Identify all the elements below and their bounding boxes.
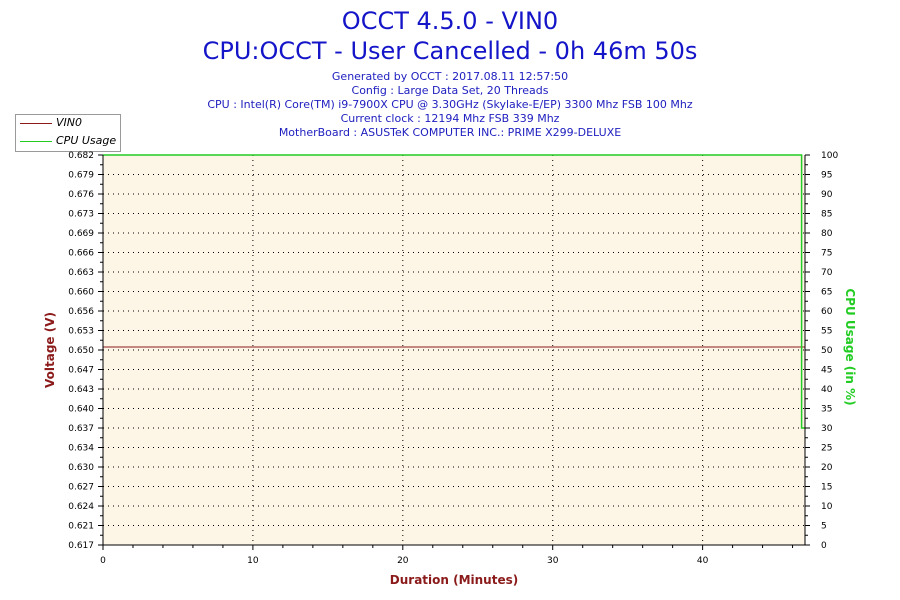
series-line-cpu-usage (103, 154, 805, 429)
chart-title: OCCT 4.5.0 - VIN0 (341, 7, 559, 35)
y2-tick-label: 45 (821, 366, 832, 376)
y2-tick-label: 35 (821, 405, 832, 415)
info-motherboard: MotherBoard : ASUSTeK COMPUTER INC.: PRI… (278, 126, 622, 139)
y2-axis-label: CPU Usage (in %) (843, 288, 857, 405)
x-tick-label: 0 (100, 556, 106, 566)
legend-item-cpu-usage: CPU Usage (16, 133, 120, 150)
x-tick-label: 40 (697, 556, 709, 566)
legend-item-vin0: VIN0 (16, 115, 120, 132)
y-tick-label: 0.617 (68, 541, 94, 551)
y2-tick-label: 20 (821, 463, 833, 473)
y-tick-label: 0.666 (68, 249, 94, 259)
y-tick-label: 0.669 (68, 229, 94, 239)
y2-tick-label: 80 (821, 229, 833, 239)
y2-tick-label: 25 (821, 444, 832, 454)
y2-tick-label: 75 (821, 249, 832, 259)
y2-tick-label: 30 (821, 424, 833, 434)
x-tick-label: 10 (247, 556, 259, 566)
y-axis-label: Voltage (V) (43, 312, 57, 388)
y2-tick-label: 5 (821, 522, 827, 532)
y2-tick-label: 10 (821, 502, 833, 512)
y-tick-label: 0.656 (68, 307, 94, 317)
y-tick-label: 0.627 (68, 483, 94, 493)
y-tick-label: 0.682 (68, 151, 94, 161)
y-tick-label: 0.637 (68, 424, 94, 434)
y-tick-label: 0.647 (68, 366, 94, 376)
y2-tick-label: 100 (821, 151, 838, 161)
info-config: Config : Large Data Set, 20 Threads (351, 84, 549, 97)
y2-tick-label: 90 (821, 190, 833, 200)
x-tick-label: 30 (547, 556, 559, 566)
legend-label-vin0: VIN0 (56, 116, 82, 129)
y-tick-label: 0.650 (68, 346, 94, 356)
y-tick-label: 0.679 (68, 171, 94, 181)
y-tick-label: 0.643 (68, 385, 94, 395)
info-clock: Current clock : 12194 Mhz FSB 339 Mhz (340, 112, 560, 125)
y2-tick-label: 55 (821, 327, 832, 337)
y-tick-label: 0.630 (68, 463, 94, 473)
x-axis-label: Duration (Minutes) (390, 573, 518, 587)
chart-legend: VIN0 CPU Usage (15, 114, 121, 152)
y-tick-label: 0.634 (68, 444, 94, 454)
y-tick-label: 0.660 (68, 288, 94, 298)
y2-tick-label: 65 (821, 288, 832, 298)
y2-tick-label: 50 (821, 346, 833, 356)
y2-tick-label: 70 (821, 268, 833, 278)
y2-tick-label: 40 (821, 385, 833, 395)
y2-tick-label: 60 (821, 307, 833, 317)
y-tick-label: 0.653 (68, 327, 94, 337)
info-cpu: CPU : Intel(R) Core(TM) i9-7900X CPU @ 3… (207, 98, 693, 111)
legend-label-cpu-usage: CPU Usage (56, 134, 117, 147)
y-tick-label: 0.640 (68, 405, 94, 415)
legend-swatch-cpu-usage (20, 141, 52, 142)
y-tick-label: 0.673 (68, 210, 94, 220)
y2-tick-label: 0 (821, 541, 827, 551)
y-tick-label: 0.676 (68, 190, 94, 200)
y2-tick-label: 85 (821, 210, 832, 220)
chart-subtitle: CPU:OCCT - User Cancelled - 0h 46m 50s (202, 37, 698, 65)
y-tick-label: 0.663 (68, 268, 94, 278)
y-tick-label: 0.624 (68, 502, 94, 512)
y-tick-label: 0.621 (68, 522, 94, 532)
y2-tick-label: 95 (821, 171, 832, 181)
legend-swatch-vin0 (20, 123, 52, 124)
info-generated: Generated by OCCT : 2017.08.11 12:57:50 (331, 70, 569, 83)
y2-tick-label: 15 (821, 483, 832, 493)
x-tick-label: 20 (397, 556, 409, 566)
